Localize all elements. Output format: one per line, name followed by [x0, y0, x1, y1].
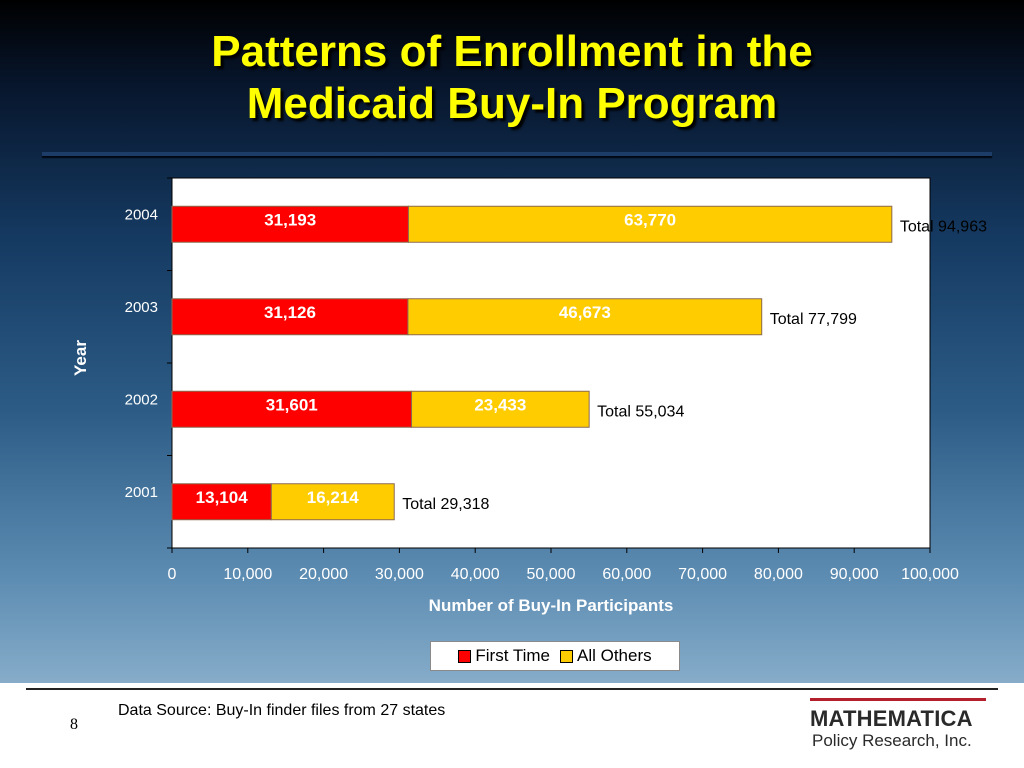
- x-tick-label: 80,000: [754, 566, 803, 583]
- legend-label-all-others: All Others: [576, 646, 652, 665]
- bar-total-label: Total 55,034: [597, 403, 684, 420]
- legend-swatch-yellow: [559, 649, 573, 663]
- bar-total-label: Total 29,318: [402, 496, 489, 513]
- bar-value-label: 46,673: [559, 303, 611, 322]
- bar-value-label: 13,104: [196, 488, 249, 507]
- x-tick-label: 70,000: [678, 566, 727, 583]
- bar-all-others: [407, 298, 763, 336]
- y-tick-label: 2002: [125, 391, 158, 408]
- title-line-1: Patterns of Enrollment in the: [211, 27, 813, 76]
- page-number: 8: [70, 716, 78, 733]
- bar-value-label: 63,770: [624, 210, 676, 229]
- bar-all-others: [411, 390, 590, 428]
- y-tick-label: 2003: [125, 299, 158, 316]
- title-line-2: Medicaid Buy-In Program: [246, 79, 778, 128]
- chart-legend: First Time All Others: [430, 641, 680, 671]
- legend-label-first-time: First Time: [475, 646, 550, 665]
- x-tick-label: 20,000: [299, 566, 348, 583]
- footer-area: [0, 683, 1024, 768]
- bar-total-label: Total 94,963: [900, 218, 987, 235]
- y-axis-title: Year: [71, 340, 90, 376]
- footer-divider: [26, 688, 998, 690]
- data-source-note: Data Source: Buy-In finder files from 27…: [118, 702, 446, 719]
- logo-accent-bar: [810, 698, 986, 701]
- x-tick-label: 100,000: [901, 566, 959, 583]
- bar-value-label: 31,126: [264, 303, 316, 322]
- x-tick-label: 60,000: [602, 566, 651, 583]
- x-tick-label: 50,000: [527, 566, 576, 583]
- mathematica-logo: MATHEMATICA Policy Research, Inc.: [810, 698, 990, 751]
- bar-total-label: Total 77,799: [770, 311, 857, 328]
- legend-item-first-time: First Time: [458, 646, 550, 666]
- x-axis-title: Number of Buy-In Participants: [429, 596, 674, 615]
- x-tick-label: 30,000: [375, 566, 424, 583]
- bar-all-others: [270, 483, 395, 521]
- logo-name: MATHEMATICA: [810, 706, 973, 731]
- bars-layer: 13,104 16,214 Total 29,318 31,601 23,433 Tota…: [171, 205, 987, 521]
- bar-value-label: 16,214: [307, 488, 360, 507]
- x-tick-label: 0: [168, 566, 177, 583]
- bar-value-label: 31,601: [266, 395, 318, 414]
- y-tick-label: 2001: [125, 484, 158, 501]
- axis-layer: 2001 2002 2003 2004 0 10,000 20,000 30,000 40,00…: [125, 177, 959, 583]
- bar-all-others: [407, 205, 893, 243]
- legend-item-all-others: All Others: [559, 646, 652, 666]
- x-tick-label: 40,000: [451, 566, 500, 583]
- bar-value-label: 31,193: [264, 210, 316, 229]
- logo-subtitle: Policy Research, Inc.: [812, 731, 972, 750]
- x-tick-label: 10,000: [223, 566, 272, 583]
- bar-value-label: 23,433: [474, 395, 526, 414]
- x-tick-label: 90,000: [830, 566, 879, 583]
- page-title: Patterns of Enrollment in the Medicaid B…: [40, 26, 984, 130]
- title-divider: [42, 152, 992, 156]
- y-tick-label: 2004: [125, 206, 158, 223]
- bar-chart: 13,104 16,214 Total 29,318 31,601 23,433 Tota…: [71, 177, 988, 615]
- bar-first-time: [171, 205, 409, 243]
- legend-swatch-red: [458, 649, 472, 663]
- bar-first-time: [171, 390, 413, 428]
